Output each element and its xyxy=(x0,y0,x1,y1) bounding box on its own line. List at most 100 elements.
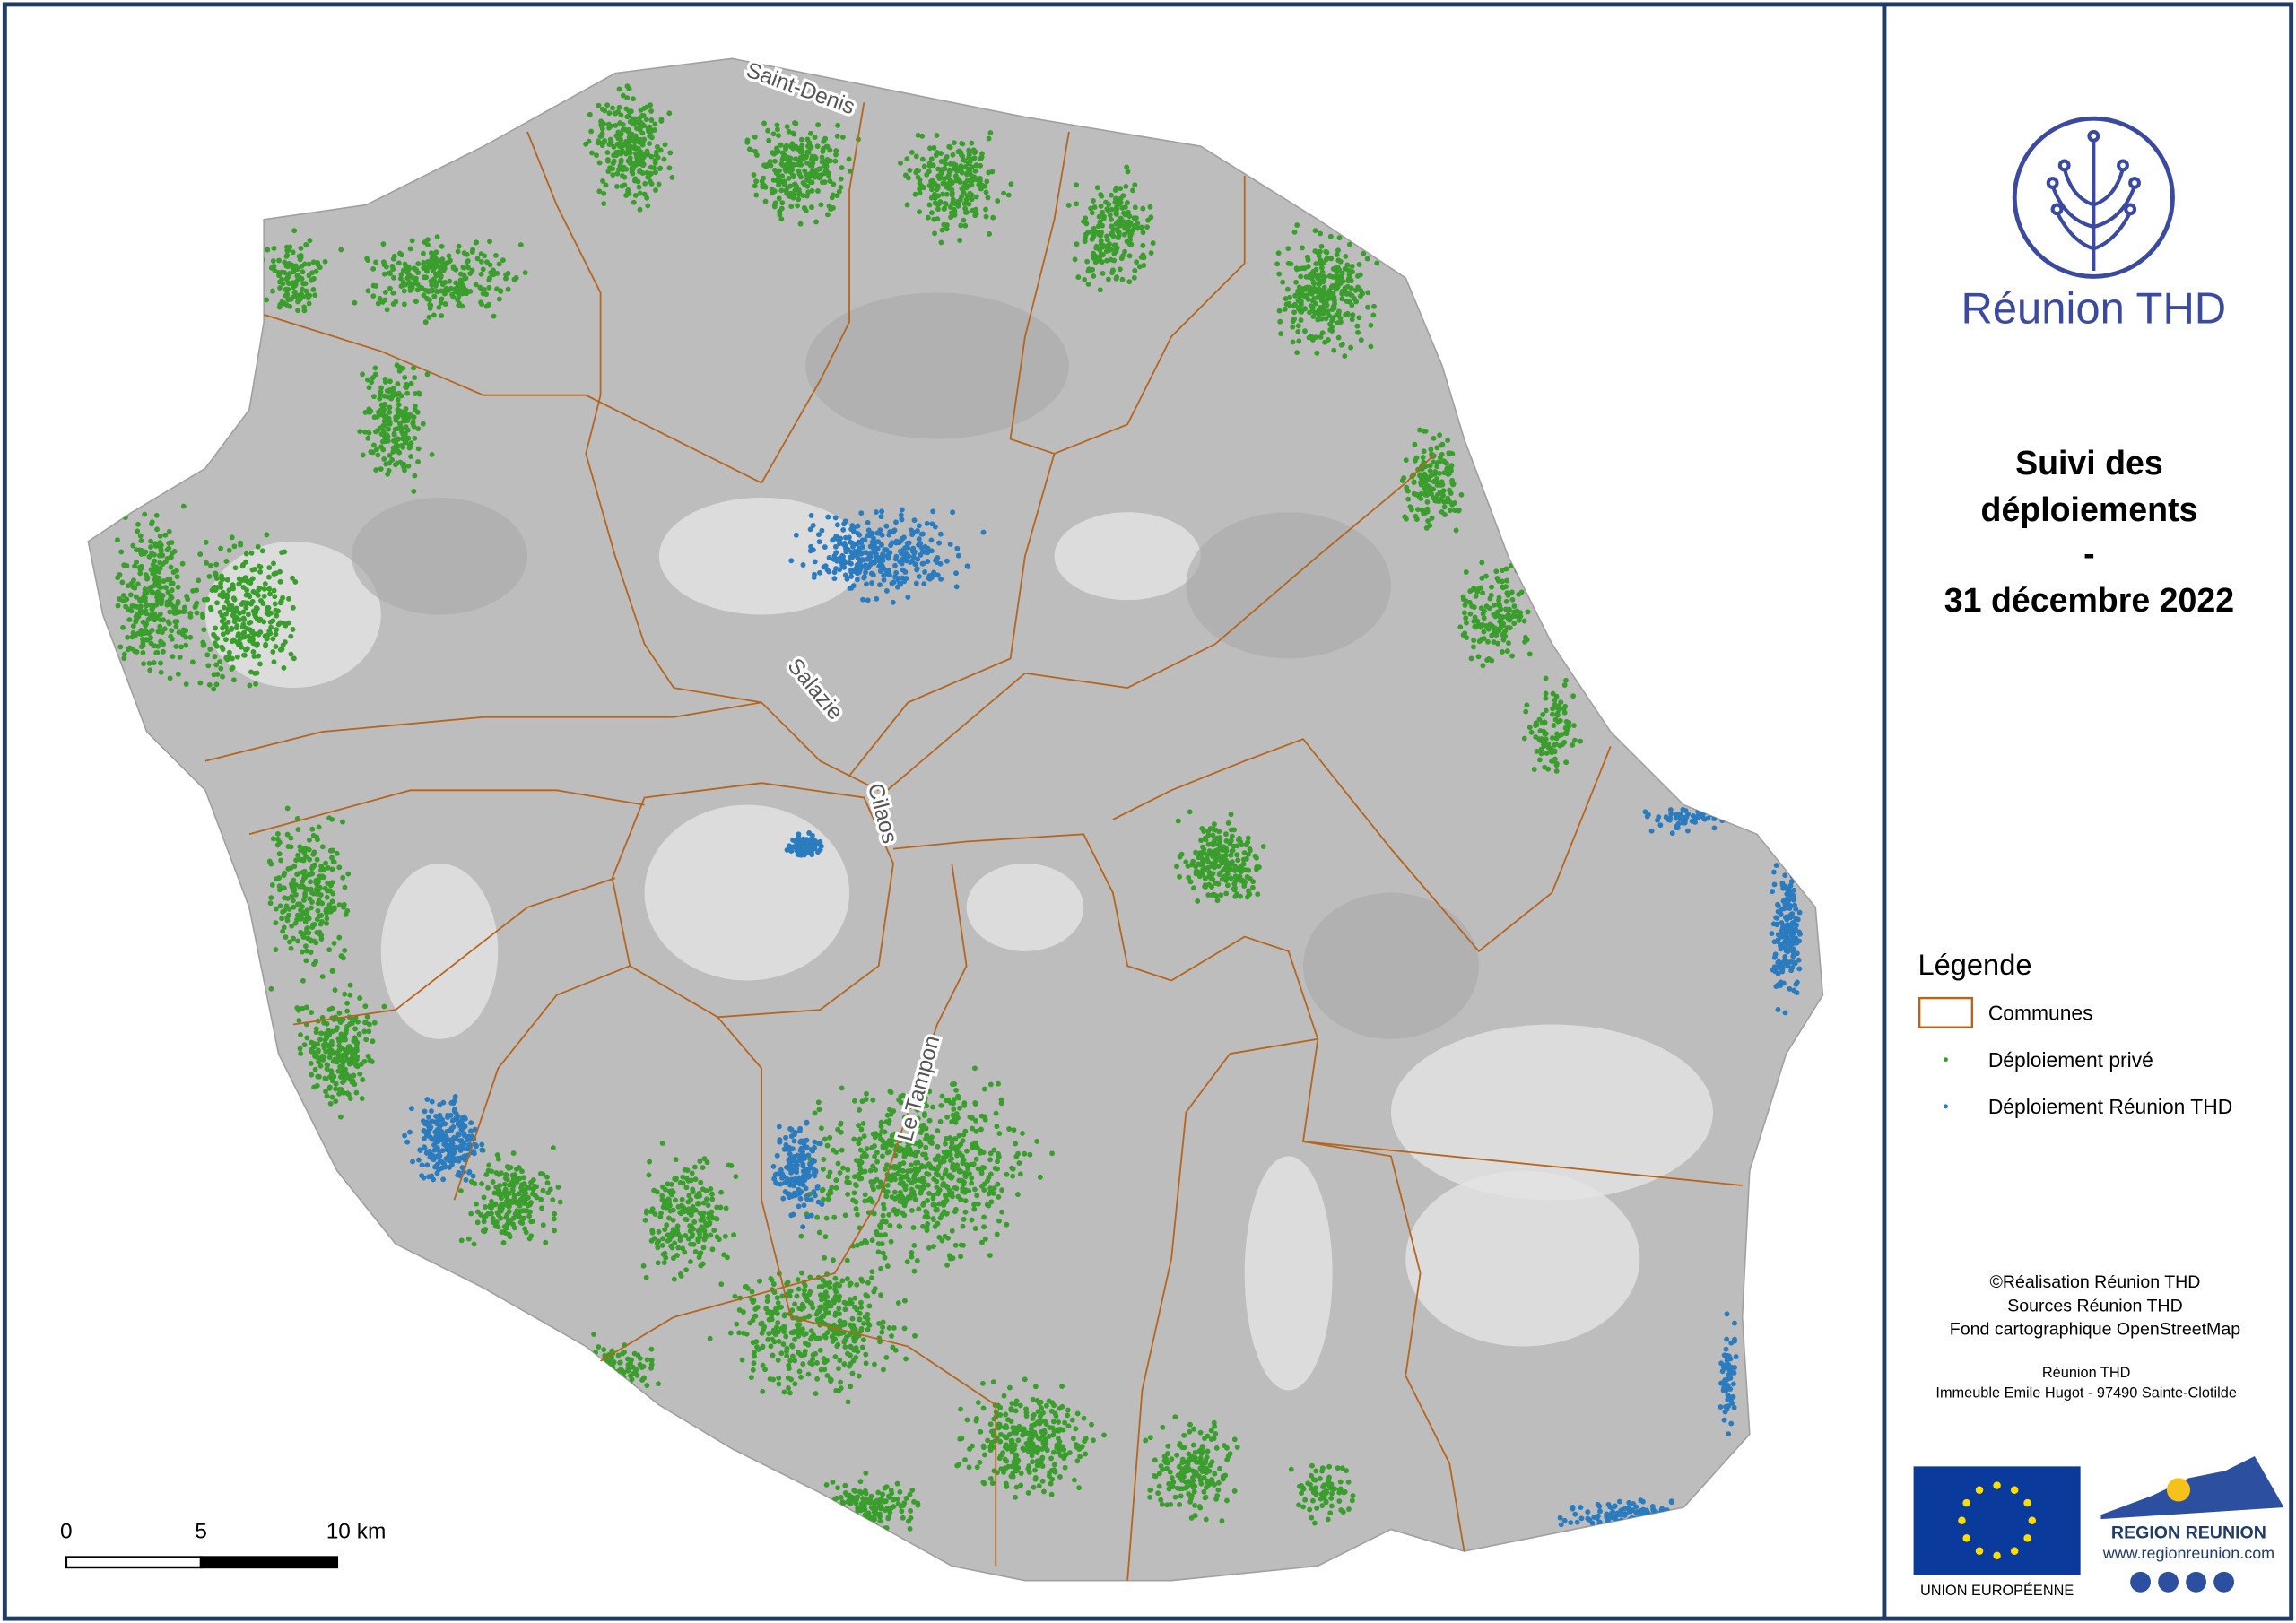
private-dot xyxy=(856,1373,862,1379)
private-dot xyxy=(942,1233,948,1239)
private-dot xyxy=(859,1098,865,1105)
private-dot xyxy=(442,291,448,297)
private-dot xyxy=(643,1210,649,1216)
private-dot xyxy=(948,214,954,221)
private-dot xyxy=(349,1055,355,1061)
private-dot xyxy=(329,816,335,822)
private-dot xyxy=(317,921,324,927)
private-dot xyxy=(779,200,786,206)
private-dot xyxy=(1036,1401,1042,1406)
private-dot xyxy=(478,271,484,277)
private-dot xyxy=(395,396,401,403)
private-dot xyxy=(120,593,126,599)
private-dot xyxy=(401,461,407,467)
private-dot xyxy=(963,185,970,191)
private-dot xyxy=(869,1144,875,1150)
private-dot xyxy=(707,1219,713,1226)
private-dot xyxy=(750,1367,756,1373)
private-dot xyxy=(510,1150,517,1157)
private-dot xyxy=(1504,577,1509,584)
private-dot xyxy=(814,1376,821,1382)
private-dot xyxy=(352,1026,358,1032)
private-dot xyxy=(539,1205,544,1211)
private-dot xyxy=(749,1289,755,1295)
private-dot xyxy=(1091,197,1096,204)
private-dot xyxy=(543,1239,549,1245)
private-dot xyxy=(1011,1127,1017,1133)
private-dot xyxy=(786,176,792,181)
private-dot xyxy=(1285,260,1292,266)
private-dot xyxy=(372,365,378,371)
private-dot xyxy=(130,542,136,549)
private-dot xyxy=(1371,303,1377,309)
private-dot xyxy=(915,1149,921,1155)
private-dot xyxy=(164,556,170,561)
private-dot xyxy=(401,301,407,308)
private-dot xyxy=(1557,742,1563,749)
private-dot xyxy=(589,150,595,156)
private-dot xyxy=(632,116,639,122)
private-dot xyxy=(938,239,944,246)
private-dot xyxy=(845,1167,851,1173)
private-dot xyxy=(326,1055,333,1061)
private-dot xyxy=(1039,1405,1044,1411)
private-dot xyxy=(408,454,414,459)
private-dot xyxy=(1327,233,1334,239)
private-dot xyxy=(468,1211,474,1217)
private-dot xyxy=(1473,593,1479,599)
private-dot xyxy=(774,126,780,133)
private-dot xyxy=(240,634,247,640)
private-dot xyxy=(450,294,457,300)
private-dot xyxy=(1431,472,1438,477)
private-dot xyxy=(335,1025,340,1031)
private-dot xyxy=(277,578,283,585)
private-dot xyxy=(253,613,259,620)
private-dot xyxy=(753,178,760,185)
private-dot xyxy=(935,1128,941,1134)
private-dot xyxy=(307,856,313,863)
private-dot xyxy=(381,456,387,462)
private-dot xyxy=(1104,257,1110,264)
private-dot xyxy=(1292,309,1297,316)
private-dot xyxy=(946,169,952,175)
private-dot xyxy=(962,1457,968,1462)
private-dot xyxy=(961,1102,968,1108)
private-dot xyxy=(946,180,952,187)
private-dot xyxy=(1427,523,1433,529)
private-dot xyxy=(639,130,646,136)
private-dot xyxy=(958,1242,964,1248)
private-dot xyxy=(1121,219,1127,225)
private-dot xyxy=(781,1312,787,1318)
private-dot xyxy=(643,1274,649,1280)
private-dot xyxy=(291,655,297,662)
private-dot xyxy=(875,1184,882,1190)
private-dot xyxy=(255,630,261,637)
private-dot xyxy=(425,242,430,248)
private-dot xyxy=(525,1185,531,1191)
private-dot xyxy=(612,110,618,117)
private-dot xyxy=(309,1072,315,1078)
private-dot xyxy=(796,190,803,195)
private-dot xyxy=(962,205,969,212)
private-dot xyxy=(389,263,396,269)
private-dot xyxy=(250,649,257,655)
private-dot xyxy=(965,166,971,172)
private-dot xyxy=(784,190,790,196)
private-dot xyxy=(778,1350,785,1357)
private-dot xyxy=(517,1176,522,1182)
private-dot xyxy=(867,1167,874,1174)
private-dot xyxy=(1039,1454,1046,1461)
private-dot xyxy=(1522,634,1528,640)
private-dot xyxy=(229,666,235,672)
private-dot xyxy=(382,376,388,382)
private-dot xyxy=(751,172,757,178)
private-dot xyxy=(660,1236,666,1242)
private-dot xyxy=(540,1187,546,1193)
private-dot xyxy=(1344,298,1350,304)
private-dot xyxy=(310,832,317,838)
private-dot xyxy=(1296,288,1302,294)
private-dot xyxy=(932,230,937,237)
private-dot xyxy=(1097,219,1103,225)
private-dot xyxy=(288,296,294,302)
private-dot xyxy=(930,1166,936,1172)
